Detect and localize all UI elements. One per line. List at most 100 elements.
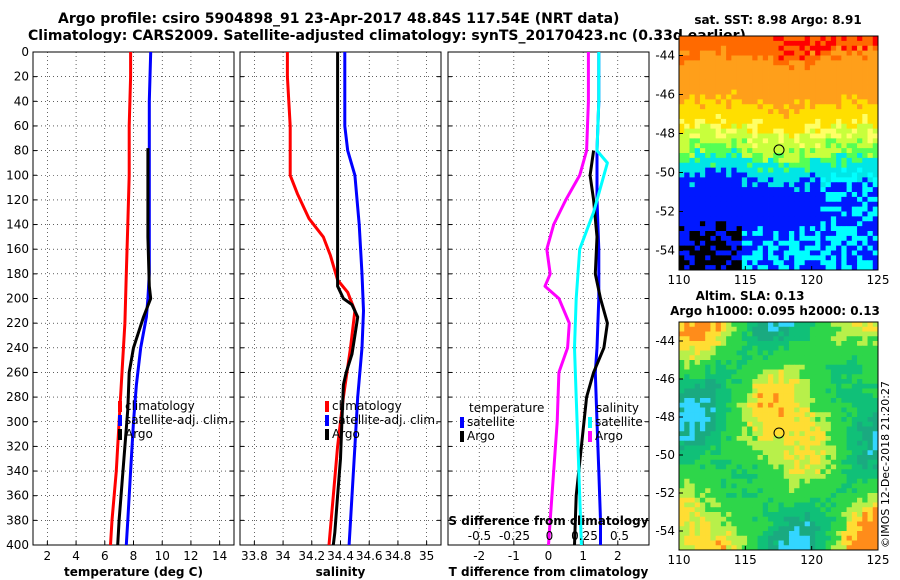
map-y-tick-label: -50: [655, 448, 675, 462]
map-pixel: [830, 535, 837, 541]
map-pixel: [794, 474, 800, 480]
map-pixel: [851, 402, 858, 408]
map-pixel: [841, 341, 847, 347]
y-tick-label: 400: [6, 538, 29, 552]
map-pixel: [684, 383, 690, 389]
map-pixel: [794, 182, 800, 188]
map-pixel: [841, 196, 847, 203]
map-pixel: [783, 345, 790, 351]
map-pixel: [825, 162, 832, 169]
map-pixel: [815, 94, 821, 100]
map-pixel: [799, 250, 806, 256]
map-pixel: [741, 211, 748, 217]
map-pixel: [841, 172, 847, 178]
map-pixel: [773, 350, 779, 356]
map-pixel: [752, 235, 758, 242]
map-pixel: [872, 231, 879, 237]
map-pixel: [741, 440, 748, 446]
map-pixel: [679, 157, 685, 164]
map-pixel: [809, 507, 816, 513]
map-pixel: [820, 235, 827, 242]
map-pixel: [862, 521, 868, 527]
map-pixel: [741, 512, 748, 518]
map-pixel: [851, 55, 858, 61]
map-pixel: [867, 383, 874, 389]
map-pixel: [731, 469, 738, 475]
map-pixel: [710, 162, 717, 169]
map-pixel: [799, 211, 806, 217]
map-pixel: [862, 379, 868, 385]
map-pixel: [830, 516, 837, 522]
map-pixel: [799, 196, 806, 203]
map-pixel: [788, 383, 795, 389]
map-pixel: [773, 255, 779, 261]
map-pixel: [747, 540, 753, 546]
map-pixel: [715, 235, 722, 242]
map-pixel: [741, 450, 748, 456]
map-pixel: [710, 60, 717, 66]
map-pixel: [846, 118, 853, 125]
map-pixel: [788, 488, 795, 494]
map-pixel: [815, 172, 821, 178]
map-pixel: [736, 221, 743, 227]
map-pixel: [679, 177, 685, 183]
map-pixel: [862, 497, 868, 503]
map-pixel: [726, 450, 732, 456]
map-pixel: [804, 206, 811, 212]
map-pixel: [752, 502, 758, 508]
map-pixel: [705, 89, 711, 95]
map-pixel: [705, 455, 711, 461]
map-pixel: [752, 474, 758, 480]
map-pixel: [815, 474, 821, 480]
map-pixel: [857, 364, 863, 370]
map-pixel: [726, 245, 732, 251]
map-pixel: [715, 341, 722, 347]
map-pixel: [747, 379, 753, 385]
map-pixel: [851, 99, 858, 105]
map-pixel: [710, 192, 717, 198]
map-pixel: [846, 355, 853, 361]
map-pixel: [862, 402, 868, 408]
map-pixel: [846, 450, 853, 456]
map-pixel: [836, 216, 842, 222]
map-pixel: [872, 345, 879, 351]
map-pixel: [825, 436, 832, 442]
map-pixel: [747, 512, 753, 518]
map-pixel: [731, 459, 738, 465]
map-pixel: [705, 341, 711, 347]
map-pixel: [830, 235, 837, 242]
map-pixel: [815, 402, 821, 408]
map-pixel: [699, 426, 706, 432]
map-pixel: [815, 99, 821, 105]
map-pixel: [862, 109, 868, 115]
map-pixel: [788, 412, 795, 418]
map-pixel: [778, 445, 785, 451]
map-pixel: [720, 104, 727, 110]
map-pixel: [747, 240, 753, 247]
map-pixel: [710, 196, 717, 203]
map-pixel: [679, 493, 685, 499]
map-pixel: [736, 60, 743, 66]
map-pixel: [788, 84, 795, 91]
map-pixel: [809, 483, 816, 489]
map-pixel: [872, 240, 879, 247]
map-pixel: [689, 341, 696, 347]
map-pixel: [773, 497, 779, 503]
map-pixel: [799, 431, 806, 437]
map-y-tick-label: -44: [655, 49, 675, 63]
map-pixel: [794, 177, 800, 183]
map-pixel: [830, 138, 837, 144]
map-pixel: [726, 133, 732, 139]
map-pixel: [762, 383, 769, 389]
map-pixel: [773, 402, 779, 408]
map-pixel: [757, 469, 764, 475]
map-pixel: [836, 540, 842, 546]
map-pixel: [757, 431, 764, 437]
map-pixel: [799, 65, 806, 71]
map-pixel: [694, 417, 701, 423]
map-pixel: [846, 417, 853, 423]
map-pixel: [815, 331, 821, 337]
map-pixel: [857, 153, 863, 159]
map-pixel: [715, 436, 722, 442]
map-pixel: [825, 402, 832, 408]
